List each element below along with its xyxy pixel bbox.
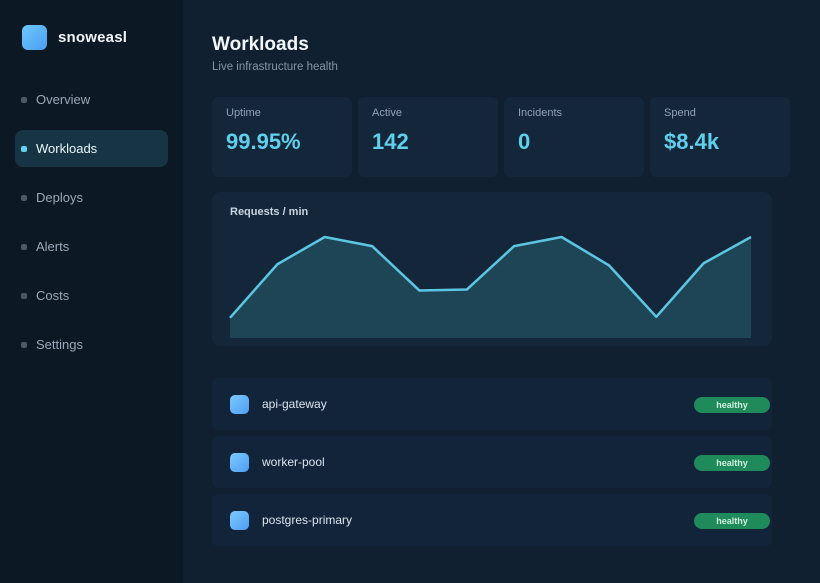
service-icon — [230, 510, 249, 530]
sidebar-item-label: Deploys — [36, 190, 83, 205]
sidebar-item-workloads[interactable]: Workloads — [15, 130, 168, 167]
workload-name: worker-pool — [262, 455, 325, 469]
stat-value: 99.95% — [226, 129, 301, 154]
stat-label: Incidents — [518, 107, 563, 119]
sidebar: snoweasl Overview Workloads Deploys Aler… — [0, 0, 183, 583]
stat-card-active: Active 142 — [358, 97, 498, 177]
stat-card-uptime: Uptime 99.95% — [212, 97, 352, 177]
status-badge: healthy — [694, 513, 770, 529]
bullet-icon — [21, 243, 27, 250]
sidebar-item-label: Costs — [36, 288, 70, 303]
sidebar-item-costs[interactable]: Costs — [15, 277, 168, 314]
workload-name: api-gateway — [262, 397, 327, 411]
bullet-icon — [21, 145, 27, 152]
workload-row-postgres-primary[interactable]: postgres-primary healthy — [212, 494, 772, 546]
status-badge: healthy — [694, 455, 770, 471]
service-icon — [230, 394, 249, 414]
bullet-icon — [21, 292, 27, 299]
stat-value: 142 — [372, 129, 409, 154]
workload-row-api-gateway[interactable]: api-gateway healthy — [212, 378, 772, 430]
sidebar-item-overview[interactable]: Overview — [15, 81, 168, 118]
stat-value: $8.4k — [664, 129, 720, 154]
service-icon — [230, 452, 249, 472]
sidebar-item-label: Settings — [36, 337, 83, 352]
stat-label: Active — [372, 107, 402, 119]
sidebar-item-label: Workloads — [36, 141, 98, 156]
sidebar-nav: Overview Workloads Deploys Alerts Costs … — [15, 81, 168, 375]
stat-card-incidents: Incidents 0 — [504, 97, 644, 177]
brand-logo-icon — [22, 25, 47, 50]
sidebar-item-deploys[interactable]: Deploys — [15, 179, 168, 216]
brand[interactable]: snoweasl — [22, 25, 127, 50]
chart-title: Requests / min — [230, 206, 309, 218]
brand-name: snoweasl — [58, 29, 128, 46]
bullet-icon — [21, 341, 27, 348]
bullet-icon — [21, 96, 27, 103]
sidebar-item-alerts[interactable]: Alerts — [15, 228, 168, 265]
stats-row: Uptime 99.95% Active 142 Incidents 0 Spe… — [212, 97, 796, 177]
requests-chart-card: Requests / min — [212, 192, 772, 346]
page-title: Workloads — [212, 34, 309, 55]
page-subtitle: Live infrastructure health — [212, 61, 338, 73]
requests-chart — [229, 235, 752, 338]
sidebar-item-settings[interactable]: Settings — [15, 326, 168, 363]
status-badge: healthy — [694, 397, 770, 413]
main-content: Workloads Live infrastructure health Upt… — [183, 0, 820, 583]
bullet-icon — [21, 194, 27, 201]
chart-area — [230, 237, 751, 338]
workload-list: api-gateway healthy worker-pool healthy … — [212, 378, 772, 552]
sidebar-item-label: Alerts — [36, 239, 70, 254]
stat-card-spend: Spend $8.4k — [650, 97, 790, 177]
sidebar-item-label: Overview — [36, 92, 91, 107]
workload-row-worker-pool[interactable]: worker-pool healthy — [212, 436, 772, 488]
stat-label: Uptime — [226, 107, 261, 119]
workload-name: postgres-primary — [262, 513, 353, 527]
chart-series-line — [229, 235, 752, 319]
stat-value: 0 — [518, 129, 531, 154]
stat-label: Spend — [664, 107, 696, 119]
